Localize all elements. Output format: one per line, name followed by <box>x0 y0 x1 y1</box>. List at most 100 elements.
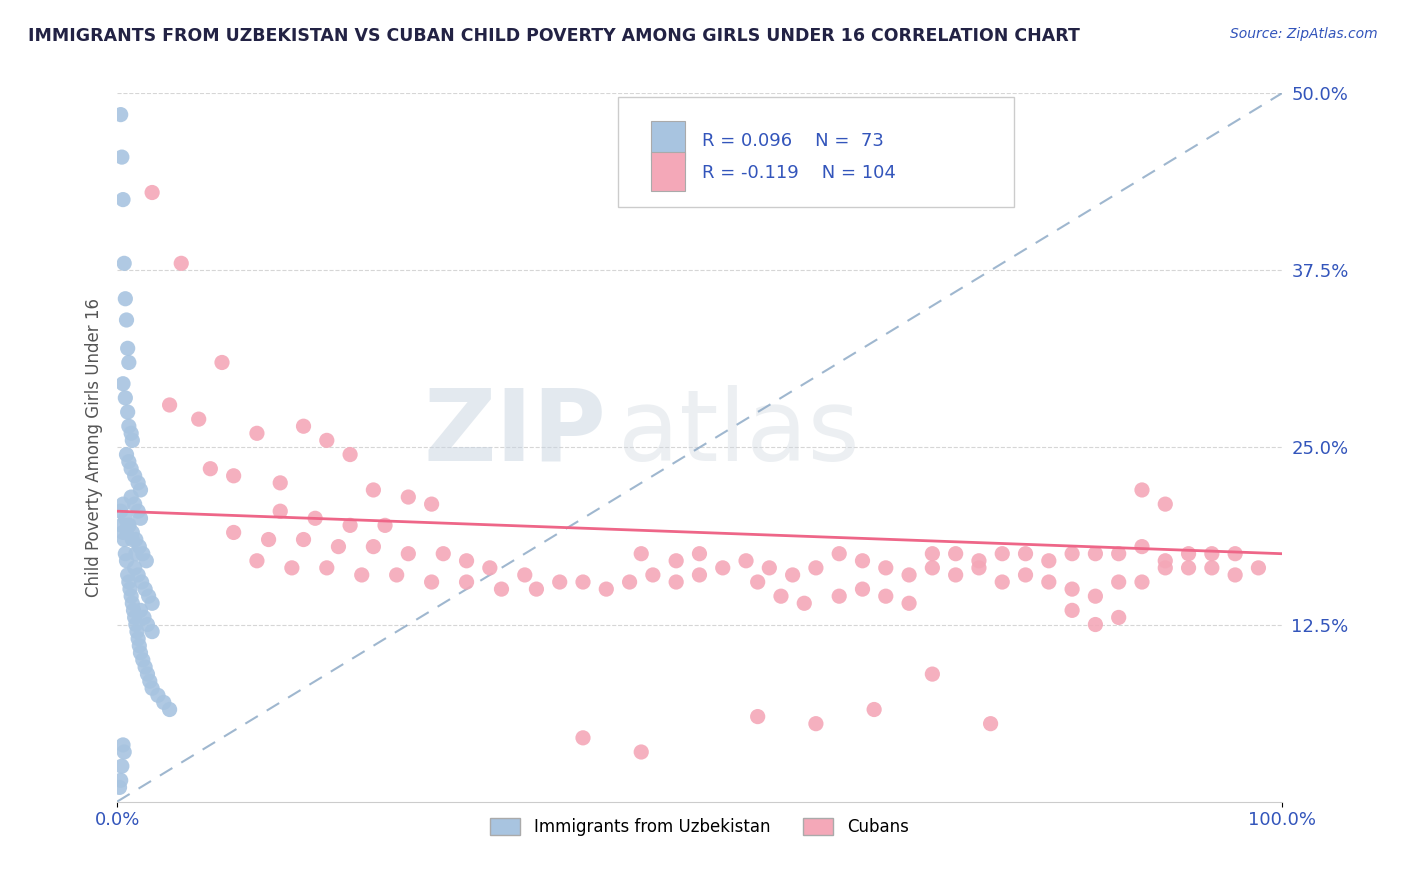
Point <box>115 448 138 462</box>
Point <box>120 589 142 603</box>
Point <box>114 292 136 306</box>
Point <box>114 391 136 405</box>
Point <box>782 568 804 582</box>
Point <box>828 547 851 561</box>
Point <box>898 596 921 610</box>
Point <box>875 589 897 603</box>
Point <box>804 561 827 575</box>
Point <box>456 574 478 589</box>
Point <box>513 568 536 582</box>
Point <box>420 574 443 589</box>
Point <box>863 702 886 716</box>
Point <box>1223 547 1246 561</box>
Point <box>132 610 155 624</box>
Point <box>170 256 193 270</box>
Point <box>396 490 419 504</box>
Point <box>117 518 139 533</box>
Point <box>898 568 921 582</box>
Point <box>315 434 337 448</box>
Point <box>108 780 131 795</box>
Point <box>828 589 851 603</box>
Point <box>146 689 169 703</box>
Point <box>991 574 1014 589</box>
Text: Source: ZipAtlas.com: Source: ZipAtlas.com <box>1230 27 1378 41</box>
Point <box>124 497 146 511</box>
Point <box>211 355 233 369</box>
Point <box>120 461 142 475</box>
Point <box>127 568 149 582</box>
Point <box>385 568 408 582</box>
Point <box>111 518 134 533</box>
Point <box>1130 483 1153 497</box>
Point <box>526 582 548 596</box>
Point <box>875 561 897 575</box>
Point <box>328 540 350 554</box>
Point <box>1154 554 1177 568</box>
Point <box>478 561 501 575</box>
Point <box>200 461 222 475</box>
Point <box>572 574 595 589</box>
Bar <box>651 121 686 161</box>
Point <box>122 603 145 617</box>
Point <box>1154 561 1177 575</box>
Point <box>804 716 827 731</box>
Point <box>292 533 315 547</box>
Point <box>121 533 143 547</box>
Text: R = -0.119    N = 104: R = -0.119 N = 104 <box>702 164 896 182</box>
Point <box>141 596 163 610</box>
Point <box>222 468 245 483</box>
Point <box>292 419 315 434</box>
Point <box>688 568 710 582</box>
Point <box>350 568 373 582</box>
Point <box>128 540 150 554</box>
Point <box>339 518 361 533</box>
Point <box>118 455 141 469</box>
Point <box>120 490 142 504</box>
Point <box>159 702 181 716</box>
Point <box>1062 582 1084 596</box>
Point <box>1084 617 1107 632</box>
Point <box>141 624 163 639</box>
Point <box>747 709 769 723</box>
Point <box>118 518 141 533</box>
Point <box>111 193 134 207</box>
Point <box>136 667 159 681</box>
Point <box>1014 568 1036 582</box>
Point <box>619 574 641 589</box>
Text: ZIP: ZIP <box>423 384 606 482</box>
Point <box>127 475 149 490</box>
Point <box>120 426 142 441</box>
Point <box>363 540 385 554</box>
Point <box>711 561 734 575</box>
Point <box>1201 561 1223 575</box>
Point <box>139 674 162 689</box>
Point <box>134 660 156 674</box>
Point <box>921 561 943 575</box>
Point <box>1177 547 1199 561</box>
Point <box>980 716 1002 731</box>
Point <box>222 525 245 540</box>
Point <box>118 574 141 589</box>
Point <box>127 632 149 646</box>
Point <box>114 511 136 525</box>
Point <box>630 547 652 561</box>
Point <box>124 561 146 575</box>
Point <box>1084 589 1107 603</box>
Point <box>1130 574 1153 589</box>
Point <box>110 504 132 518</box>
Point <box>117 568 139 582</box>
Point <box>688 547 710 561</box>
Point <box>967 554 990 568</box>
Point <box>304 511 326 525</box>
Point <box>921 547 943 561</box>
Point <box>396 547 419 561</box>
Point <box>1108 547 1130 561</box>
Point <box>921 667 943 681</box>
Point <box>124 468 146 483</box>
Point <box>125 617 148 632</box>
Point <box>111 497 134 511</box>
Point <box>1038 574 1060 589</box>
Point <box>117 405 139 419</box>
Point <box>115 313 138 327</box>
Text: R = 0.096    N =  73: R = 0.096 N = 73 <box>702 132 883 150</box>
